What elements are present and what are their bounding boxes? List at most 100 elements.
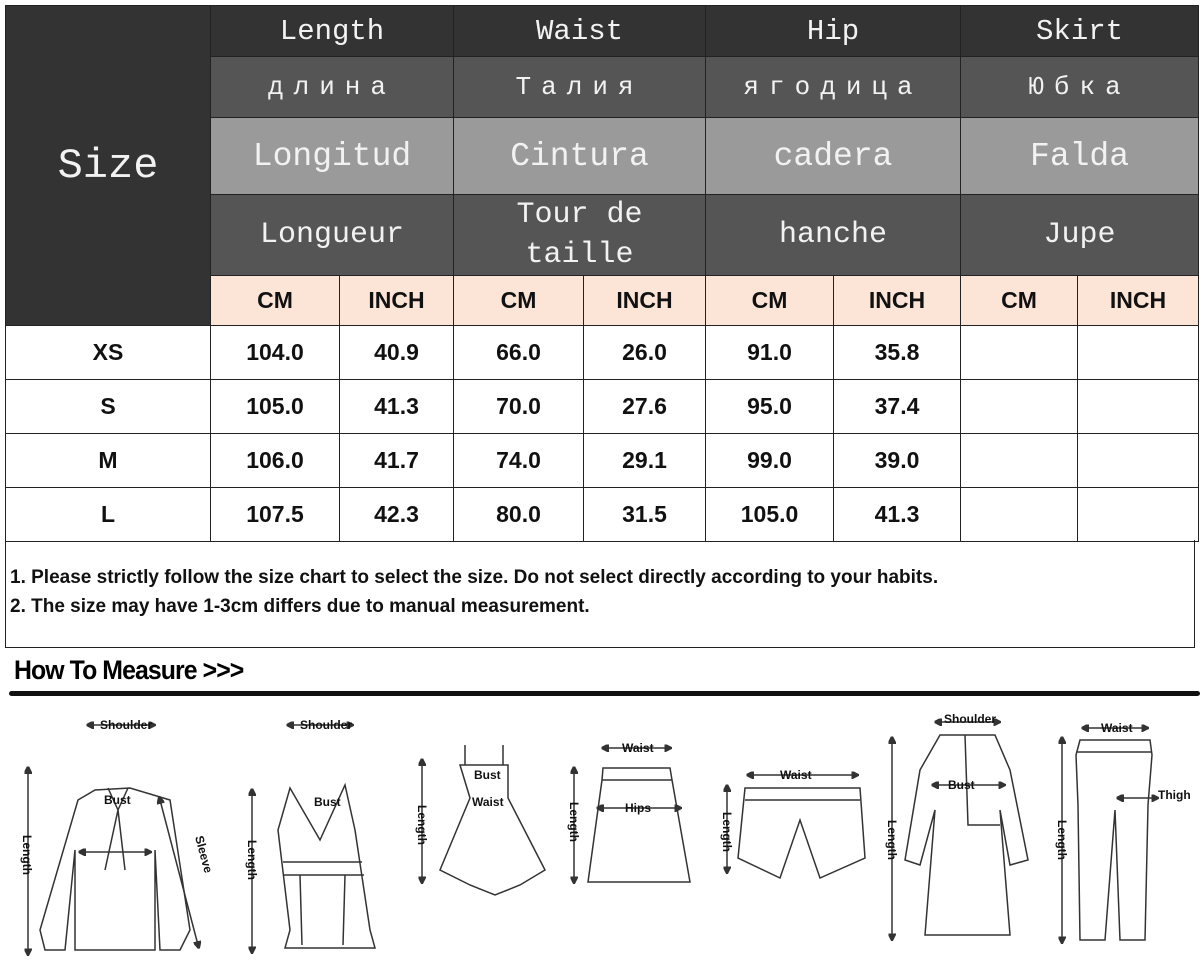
label-group: Bust Waist Length	[415, 768, 504, 845]
table-cell: 39.0	[833, 433, 962, 488]
label-length: Length	[1055, 820, 1069, 860]
table-cell: 41.3	[833, 487, 962, 542]
label-group: Waist Length	[720, 768, 812, 852]
table-cell: 95.0	[705, 379, 835, 434]
pants-illustration	[1062, 728, 1155, 940]
table-cell: 42.3	[338, 487, 455, 542]
label-shoulder: Shoulder	[300, 718, 352, 732]
table-cell	[1077, 487, 1200, 542]
table-cell: 26.0	[583, 325, 707, 380]
table-cell	[960, 325, 1079, 380]
how-to-measure-title: How To Measure >>>	[14, 655, 244, 685]
notes-box: 1. Please strictly follow the size chart…	[5, 540, 1195, 648]
table-cell	[1077, 325, 1200, 380]
size-label: L	[5, 487, 211, 542]
size-chart-table: Size Length Waist Hip Skirt длина Талия …	[5, 5, 1200, 542]
col-length-en: Length	[209, 5, 455, 57]
col-hip-fr: hanche	[705, 194, 962, 276]
table-cell: 70.0	[453, 379, 585, 434]
table-cell: 29.1	[583, 433, 707, 488]
table-cell: 41.7	[338, 433, 455, 488]
label-length: Length	[720, 812, 734, 852]
label-shoulder: Shoulder	[100, 718, 152, 732]
table-cell	[1077, 433, 1200, 488]
col-skirt-es: Falda	[960, 117, 1200, 195]
table-cell: 106.0	[210, 433, 340, 488]
label-waist: Waist	[472, 795, 504, 809]
col-length-es: Longitud	[209, 117, 455, 195]
label-bust: Bust	[104, 793, 131, 807]
table-cell: 107.5	[210, 487, 340, 542]
table-cell: 35.8	[833, 325, 962, 380]
table-cell: 27.6	[583, 379, 707, 434]
label-bust: Bust	[314, 795, 341, 809]
label-group: Waist Hips Length	[567, 741, 654, 842]
label-waist: Waist	[622, 741, 654, 755]
table-cell: 80.0	[453, 487, 585, 542]
table-cell: 91.0	[705, 325, 835, 380]
label-length: Length	[20, 835, 34, 875]
divider	[9, 691, 1200, 696]
label-group: Waist Thigh Length	[1055, 721, 1191, 860]
measurement-illustrations: Shoulder Bust Length Sleeve Shoulder Bus…	[20, 712, 1191, 962]
label-length: Length	[245, 840, 259, 880]
table-row: S 105.0 41.3 70.0 27.6 95.0 37.4	[5, 379, 1200, 434]
table-cell: 66.0	[453, 325, 585, 380]
size-label: M	[5, 433, 211, 488]
col-skirt-en: Skirt	[960, 5, 1200, 57]
label-group: Shoulder Bust Length	[885, 712, 996, 860]
table-cell: 74.0	[453, 433, 585, 488]
table-cell	[960, 433, 1079, 488]
label-length: Length	[567, 802, 581, 842]
table-row: XS 104.0 40.9 66.0 26.0 91.0 35.8	[5, 325, 1200, 380]
col-waist-ru: Талия	[453, 56, 707, 118]
table-cell: 37.4	[833, 379, 962, 434]
table-cell: 41.3	[338, 379, 455, 434]
unit-header: INCH	[1077, 275, 1200, 326]
label-length: Length	[415, 805, 429, 845]
unit-header: CM	[960, 275, 1079, 326]
col-length-fr: Longueur	[209, 194, 455, 276]
label-group: Shoulder Bust Length	[245, 718, 352, 880]
tank-top-illustration	[252, 725, 376, 950]
label-shoulder: Shoulder	[944, 712, 996, 726]
label-thigh: Thigh	[1158, 788, 1191, 802]
shorts-illustration	[727, 775, 866, 880]
table-cell: 104.0	[210, 325, 340, 380]
col-skirt-ru: Юбка	[960, 56, 1200, 118]
col-length-ru: длина	[209, 56, 455, 118]
dress-illustration	[422, 745, 546, 896]
table-cell: 40.9	[338, 325, 455, 380]
note-1: 1. Please strictly follow the size chart…	[10, 567, 939, 588]
table-cell: 31.5	[583, 487, 707, 542]
size-label: XS	[5, 325, 211, 380]
size-header: Size	[5, 5, 211, 326]
table-row: L 107.5 42.3 80.0 31.5 105.0 41.3	[5, 487, 1200, 542]
note-2: 2. The size may have 1-3cm differs due t…	[10, 596, 590, 617]
table-cell	[1077, 379, 1200, 434]
unit-header: INCH	[833, 275, 962, 326]
table-cell: 105.0	[210, 379, 340, 434]
label-hips: Hips	[625, 801, 651, 815]
table-cell: 99.0	[705, 433, 835, 488]
table-cell: 105.0	[705, 487, 835, 542]
label-waist: Waist	[1101, 721, 1133, 735]
label-length: Length	[885, 820, 899, 860]
unit-header: CM	[210, 275, 340, 326]
label-waist: Waist	[780, 768, 812, 782]
col-hip-ru: ягодица	[705, 56, 962, 118]
unit-header: INCH	[583, 275, 707, 326]
coat-illustration	[892, 722, 1029, 937]
label-sleeve: Sleeve	[192, 834, 215, 875]
unit-header: INCH	[338, 275, 455, 326]
col-hip-en: Hip	[705, 5, 962, 57]
table-cell	[960, 379, 1079, 434]
col-waist-en: Waist	[453, 5, 707, 57]
skirt-illustration	[574, 748, 691, 882]
blouse-illustration	[28, 725, 198, 952]
col-hip-es: cadera	[705, 117, 962, 195]
label-bust: Bust	[948, 778, 975, 792]
col-waist-fr: Tour de taille	[453, 194, 707, 276]
label-bust: Bust	[474, 768, 501, 782]
unit-header: CM	[705, 275, 835, 326]
